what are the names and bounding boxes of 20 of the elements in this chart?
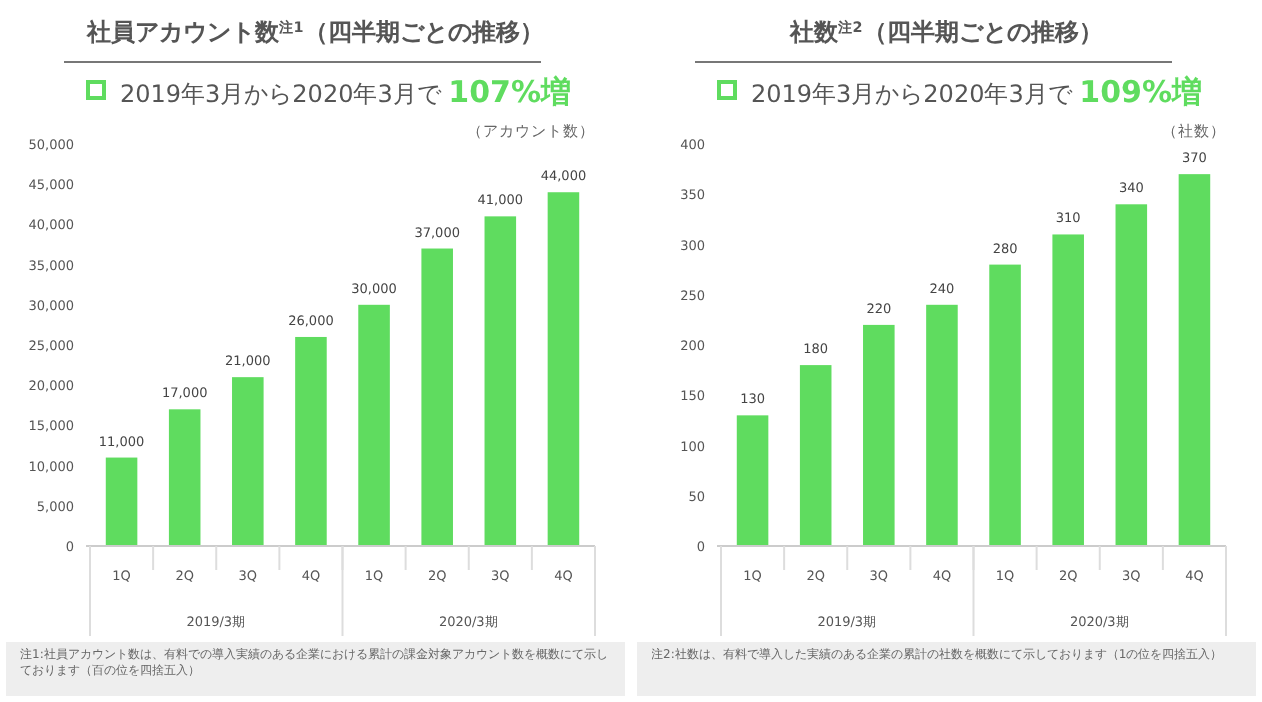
chart-title: 社員アカウント数$^{注1}$（四半期ごとの推移）	[85, 17, 544, 46]
bar	[736, 415, 769, 546]
chart-subtitle: 2019年3月から2020年3月で 109%増	[751, 74, 1203, 110]
bar	[358, 304, 390, 546]
bar	[1052, 234, 1084, 546]
bar	[799, 365, 832, 546]
bar	[232, 377, 264, 546]
bar	[421, 248, 453, 546]
bar	[989, 264, 1021, 546]
bar	[926, 304, 958, 546]
bar	[547, 192, 580, 546]
bar	[484, 216, 517, 546]
bar	[863, 324, 895, 546]
bar	[105, 457, 138, 546]
bar	[1115, 204, 1148, 546]
chart-title: 社数$^{注2}$（四半期ごとの推移）	[788, 17, 1103, 46]
bar	[1178, 174, 1211, 546]
chart-subtitle: 2019年3月から2020年3月で 107%増	[120, 74, 572, 110]
bar	[168, 409, 201, 546]
bar	[295, 336, 327, 546]
